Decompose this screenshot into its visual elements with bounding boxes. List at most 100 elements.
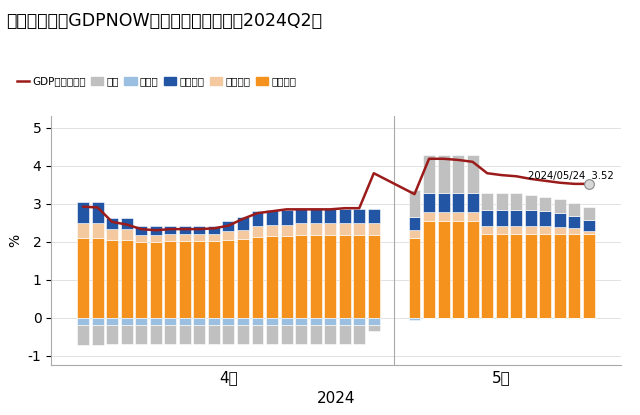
Bar <box>324 325 336 344</box>
Bar <box>423 193 435 212</box>
Bar <box>452 221 464 317</box>
Bar <box>193 317 205 325</box>
Bar <box>150 317 162 325</box>
Bar <box>179 234 191 241</box>
Bar <box>496 226 508 234</box>
Bar <box>310 235 322 317</box>
Bar <box>324 223 336 235</box>
Bar <box>324 209 336 223</box>
Bar <box>496 234 508 317</box>
Bar <box>193 234 205 241</box>
Bar <box>353 325 365 344</box>
Bar <box>266 317 278 325</box>
Bar <box>554 200 566 213</box>
Bar <box>135 325 147 344</box>
Bar <box>280 325 292 344</box>
Bar <box>510 210 522 226</box>
Bar <box>280 225 292 236</box>
Bar <box>252 325 264 344</box>
Bar <box>92 222 104 238</box>
Bar <box>164 241 176 317</box>
Bar <box>77 202 89 222</box>
Bar <box>339 325 351 344</box>
Bar <box>496 210 508 226</box>
Bar <box>77 222 89 238</box>
Bar <box>193 241 205 317</box>
Bar <box>583 317 595 318</box>
Bar <box>496 193 508 210</box>
Bar <box>310 317 322 325</box>
Bar <box>438 317 449 318</box>
Bar <box>368 223 380 235</box>
Bar <box>368 325 380 331</box>
Bar <box>237 325 249 344</box>
Bar <box>540 197 551 211</box>
Bar <box>438 155 449 193</box>
Bar <box>408 317 420 320</box>
Bar <box>540 234 551 317</box>
Bar <box>353 317 365 325</box>
Bar <box>408 238 420 317</box>
Bar <box>164 234 176 241</box>
Bar <box>368 317 380 325</box>
Bar <box>135 242 147 317</box>
Bar <box>540 317 551 318</box>
Bar <box>568 228 580 234</box>
Bar <box>467 317 479 318</box>
Bar <box>208 234 220 241</box>
Bar <box>237 317 249 325</box>
Bar <box>208 226 220 234</box>
Bar <box>121 229 132 240</box>
Bar <box>452 155 464 193</box>
Bar <box>423 317 435 318</box>
Bar <box>408 230 420 238</box>
Bar <box>106 229 118 240</box>
Bar <box>179 241 191 317</box>
Bar <box>452 212 464 221</box>
Bar <box>92 202 104 222</box>
Bar <box>452 317 464 318</box>
Text: 2024/05/24  3.52: 2024/05/24 3.52 <box>528 171 614 181</box>
Bar <box>554 213 566 227</box>
Bar <box>106 218 118 229</box>
Y-axis label: %: % <box>8 234 22 247</box>
Bar <box>353 223 365 235</box>
Bar <box>223 232 234 240</box>
Bar <box>510 317 522 318</box>
Bar <box>179 226 191 234</box>
Bar <box>525 317 537 318</box>
Bar <box>77 238 89 317</box>
Bar <box>280 210 292 225</box>
Text: 亚特兰大联储GDPNOW模型季度经济预测（2024Q2）: 亚特兰大联储GDPNOW模型季度经济预测（2024Q2） <box>6 12 323 30</box>
Bar <box>510 226 522 234</box>
Bar <box>92 238 104 317</box>
Bar <box>510 317 522 318</box>
Bar <box>121 240 132 317</box>
Bar <box>77 317 89 325</box>
Bar <box>583 220 595 231</box>
Bar <box>252 226 264 237</box>
Bar <box>438 212 449 221</box>
Bar <box>554 317 566 318</box>
Bar <box>237 239 249 317</box>
Bar <box>193 325 205 344</box>
Bar <box>525 317 537 318</box>
Bar <box>467 221 479 317</box>
Bar <box>295 235 307 317</box>
Bar <box>266 236 278 317</box>
Bar <box>481 226 493 234</box>
Bar <box>525 226 537 234</box>
Bar <box>423 155 435 193</box>
Bar <box>92 317 104 325</box>
Bar <box>310 209 322 223</box>
Bar <box>252 211 264 226</box>
Legend: GDP环比折年率, 库存, 净出口, 政府购买, 私人投资, 居民消费: GDP环比折年率, 库存, 净出口, 政府购买, 私人投资, 居民消费 <box>17 77 296 87</box>
Bar <box>353 235 365 317</box>
Bar <box>554 317 566 318</box>
Bar <box>467 317 479 318</box>
Bar <box>452 317 464 318</box>
Bar <box>310 325 322 344</box>
Bar <box>295 317 307 325</box>
Bar <box>339 235 351 317</box>
Bar <box>295 209 307 223</box>
